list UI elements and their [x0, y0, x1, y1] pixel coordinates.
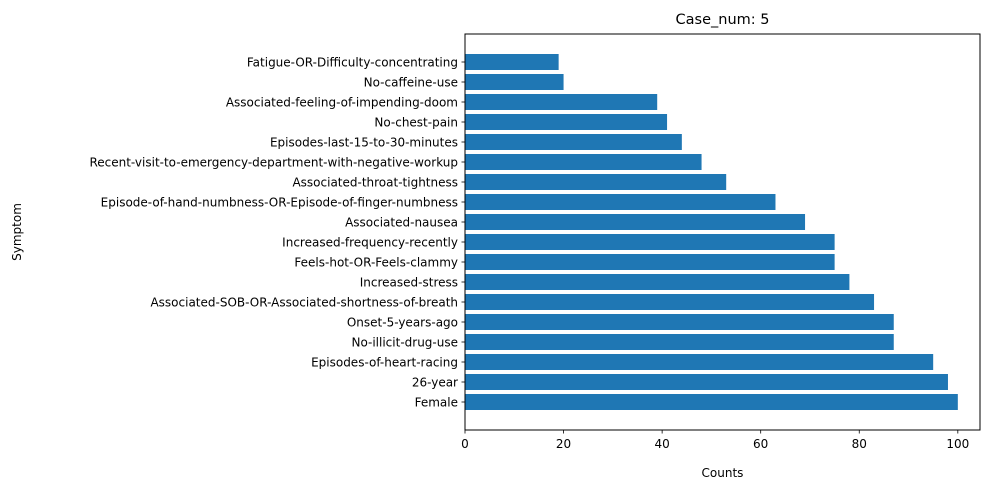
x-tick-label: 20	[556, 437, 571, 451]
bar	[465, 294, 875, 310]
y-tick-label: Associated-feeling-of-impending-doom	[226, 95, 458, 109]
y-tick-label: Increased-stress	[360, 275, 458, 289]
bar	[465, 54, 559, 70]
y-tick-label: No-caffeine-use	[364, 75, 458, 89]
bar	[465, 354, 934, 370]
bar	[465, 394, 958, 410]
y-tick-label: No-illicit-drug-use	[351, 335, 458, 349]
bar	[465, 274, 850, 290]
y-tick-label: Recent-visit-to-emergency-department-wit…	[89, 155, 458, 169]
y-tick-label: 26-year	[412, 375, 458, 389]
x-tick-label: 60	[753, 437, 768, 451]
bar	[465, 374, 948, 390]
y-tick-label: Episodes-last-15-to-30-minutes	[270, 135, 458, 149]
y-tick-label: Associated-SOB-OR-Associated-shortness-o…	[150, 295, 458, 309]
x-tick-label: 100	[946, 437, 969, 451]
y-tick-label: Episode-of-hand-numbness-OR-Episode-of-f…	[101, 195, 458, 209]
bar	[465, 74, 564, 90]
y-axis-label: Symptom	[10, 203, 24, 261]
bar	[465, 214, 806, 230]
y-tick-label: Fatigue-OR-Difficulty-concentrating	[247, 55, 458, 69]
x-tick-label: 80	[852, 437, 867, 451]
x-ticks: 0 20 40 60 80 100	[461, 430, 969, 451]
y-tick-label: Feels-hot-OR-Feels-clammy	[294, 255, 458, 269]
plot-frame	[464, 33, 981, 431]
x-axis-label: Counts	[702, 466, 744, 480]
y-tick-label: Onset-5-years-ago	[347, 315, 458, 329]
bar	[465, 254, 835, 270]
y-ticks: Female 26-year Episodes-of-heart-racing No-…	[89, 55, 465, 409]
x-tick-label: 40	[654, 437, 669, 451]
y-tick-label: Episodes-of-heart-racing	[311, 355, 458, 369]
chart-title: Case_num: 5	[676, 12, 770, 28]
bars-group	[465, 54, 958, 410]
y-tick-label: No-chest-pain	[374, 115, 458, 129]
bar	[465, 134, 682, 150]
bar	[465, 234, 835, 250]
y-tick-label: Associated-nausea	[345, 215, 458, 229]
bar	[465, 114, 668, 130]
bar	[465, 194, 776, 210]
bar	[465, 174, 727, 190]
bar	[465, 314, 894, 330]
x-tick-label: 0	[461, 437, 469, 451]
bar	[465, 94, 658, 110]
bar	[465, 154, 702, 170]
y-tick-label: Female	[415, 395, 458, 409]
y-tick-label: Increased-frequency-recently	[282, 235, 458, 249]
bar	[465, 334, 894, 350]
y-tick-label: Associated-throat-tightness	[292, 175, 458, 189]
